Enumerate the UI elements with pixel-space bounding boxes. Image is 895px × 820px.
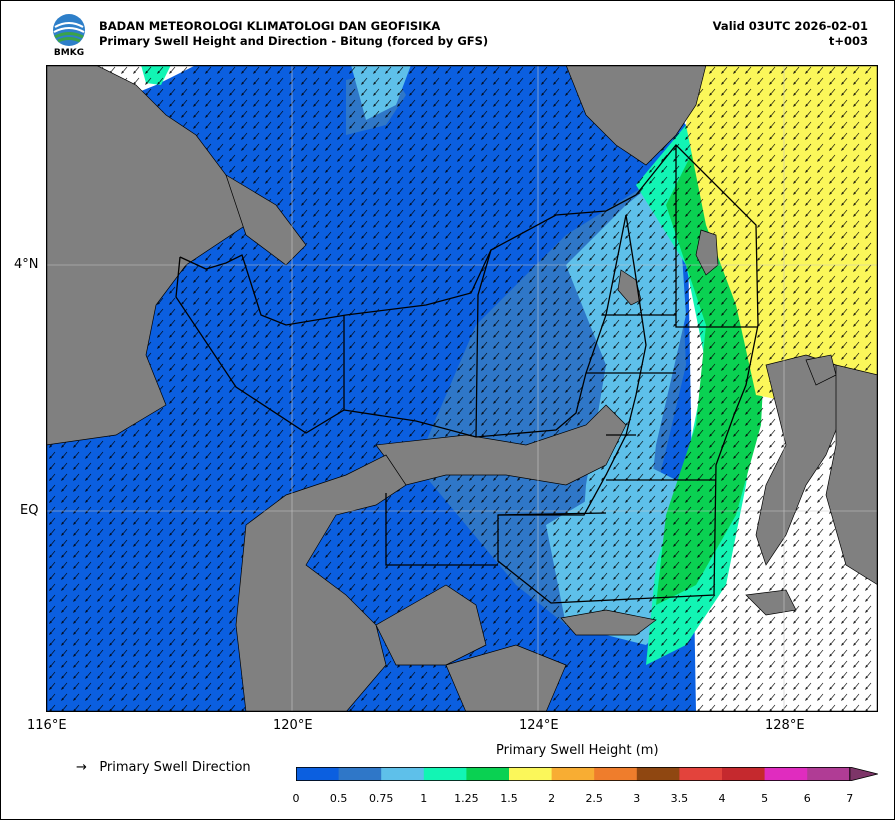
svg-text:BMKG: BMKG: [54, 48, 84, 57]
lead-time: t+003: [828, 34, 868, 48]
land-sulawesi-central: [235, 454, 407, 712]
arrow-icon: →: [76, 760, 87, 775]
land-sangihe: [617, 269, 642, 306]
colorbar-tick-label: 3.5: [670, 792, 689, 805]
colorbar-title: Primary Swell Height (m): [496, 743, 659, 758]
colorbar-tick-label: 0.75: [368, 792, 394, 805]
direction-legend-label: Primary Swell Direction: [99, 760, 251, 775]
colorbar-segment: [594, 767, 638, 781]
colorbar-tick-label: 1: [420, 792, 428, 805]
lon-tick-124e: 124°E: [519, 718, 559, 733]
colorbar-border: [296, 767, 851, 781]
colorbar-segment: [807, 767, 851, 781]
land-talaud: [695, 229, 719, 276]
colorbar-segment: [296, 767, 339, 781]
colorbar-segment: [509, 767, 552, 781]
land-mindanao: [565, 65, 707, 166]
colorbar-tick-label: 1.5: [500, 792, 518, 805]
colorbar-segment: [551, 767, 595, 781]
land-sulawesi-east-arm: [375, 584, 487, 666]
swell-map[interactable]: [46, 65, 878, 712]
land-obi: [745, 589, 797, 616]
colorbar: [296, 767, 878, 781]
colorbar-segment: [381, 767, 425, 781]
colorbar-segment: [722, 767, 765, 781]
colorbar-tick-label: 3: [633, 792, 641, 805]
bmkg-logo: BMKG: [53, 14, 85, 57]
colorbar-tick-label: 2.5: [585, 792, 603, 805]
land-papua-vogelkop: [825, 364, 878, 586]
lat-tick-4n: 4°N: [14, 257, 39, 272]
land-sulawesi-north-arm: [375, 404, 627, 486]
colorbar-segment: [636, 767, 680, 781]
lon-tick-128e: 128°E: [765, 718, 805, 733]
colorbar-tick-label: 2: [548, 792, 556, 805]
colorbar-tick-label: 4: [718, 792, 726, 805]
colorbar-segment: [764, 767, 808, 781]
map-border: [46, 65, 878, 712]
direction-legend: → Primary Swell Direction: [76, 760, 251, 775]
colorbar-segment: [679, 767, 723, 781]
lat-tick-eq: EQ: [20, 503, 39, 518]
colorbar-segment: [466, 767, 510, 781]
colorbar-tick-label: 7: [846, 792, 854, 805]
colorbar-extension: [849, 767, 878, 781]
lon-tick-120e: 120°E: [273, 718, 313, 733]
graticule: [46, 65, 878, 712]
colorbar-tick-label: 1.25: [454, 792, 479, 805]
org-name: BADAN METEOROLOGI KLIMATOLOGI DAN GEOFIS…: [99, 19, 441, 33]
land-borneo-peninsula: [225, 174, 307, 266]
valid-time: Valid 03UTC 2026-02-01: [712, 19, 868, 33]
land: [46, 65, 878, 712]
colorbar-tick-label: 5: [761, 792, 769, 805]
forecast-area-boundaries: [175, 144, 759, 604]
product-title: Primary Swell Height and Direction - Bit…: [99, 34, 489, 48]
colorbar-segment: [423, 767, 467, 781]
colorbar-segment: [338, 767, 382, 781]
colorbar-tick-label: 0.5: [329, 792, 348, 805]
land-banggai: [560, 609, 657, 636]
land-sulawesi-southeast: [445, 644, 567, 712]
colorbar-tick-label: 6: [803, 792, 811, 805]
lon-tick-116e: 116°E: [27, 718, 67, 733]
colorbar-tick-label: 0: [292, 792, 300, 805]
land-borneo: [46, 65, 247, 446]
